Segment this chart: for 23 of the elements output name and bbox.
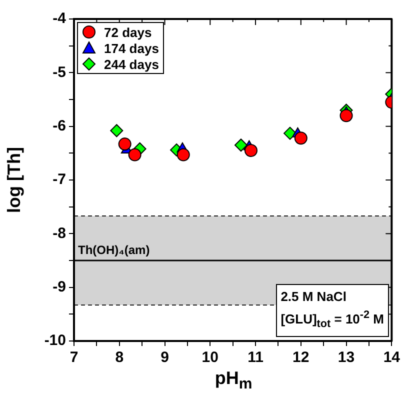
- legend-label: 72 days: [104, 24, 152, 40]
- y-tick-label: -5: [52, 64, 66, 81]
- y-tick-label: -9: [52, 278, 66, 296]
- y-tick-label: -6: [52, 117, 66, 134]
- x-tick-label: 7: [70, 349, 78, 366]
- y-tick-label: -8: [52, 224, 66, 242]
- x-tick-label: 10: [202, 349, 218, 366]
- y-tick-label: -7: [52, 171, 66, 188]
- annotation: [GLU]$_{tot}$ = 10$^{-2}$ M: [280, 308, 384, 332]
- legend-label: 244 days: [104, 56, 159, 72]
- x-axis-title: pH$_{m}$: [214, 368, 254, 393]
- x-tick-label: 12: [292, 349, 310, 366]
- y-tick-label: -10: [44, 332, 66, 350]
- y-tick-label: -4: [52, 10, 67, 28]
- ref-line-label: Th(OH)₄(am): [78, 242, 150, 257]
- x-tick-label: 13: [338, 349, 355, 366]
- annotation: 2.5 M NaCl: [280, 288, 348, 306]
- x-tick-label: 9: [160, 349, 169, 366]
- x-tick-label: 8: [115, 349, 124, 366]
- legend-label: 174 days: [104, 40, 159, 56]
- y-axis-title: log [Th]: [3, 146, 25, 215]
- x-tick-label: 11: [248, 349, 264, 366]
- x-tick-label: 14: [383, 349, 401, 366]
